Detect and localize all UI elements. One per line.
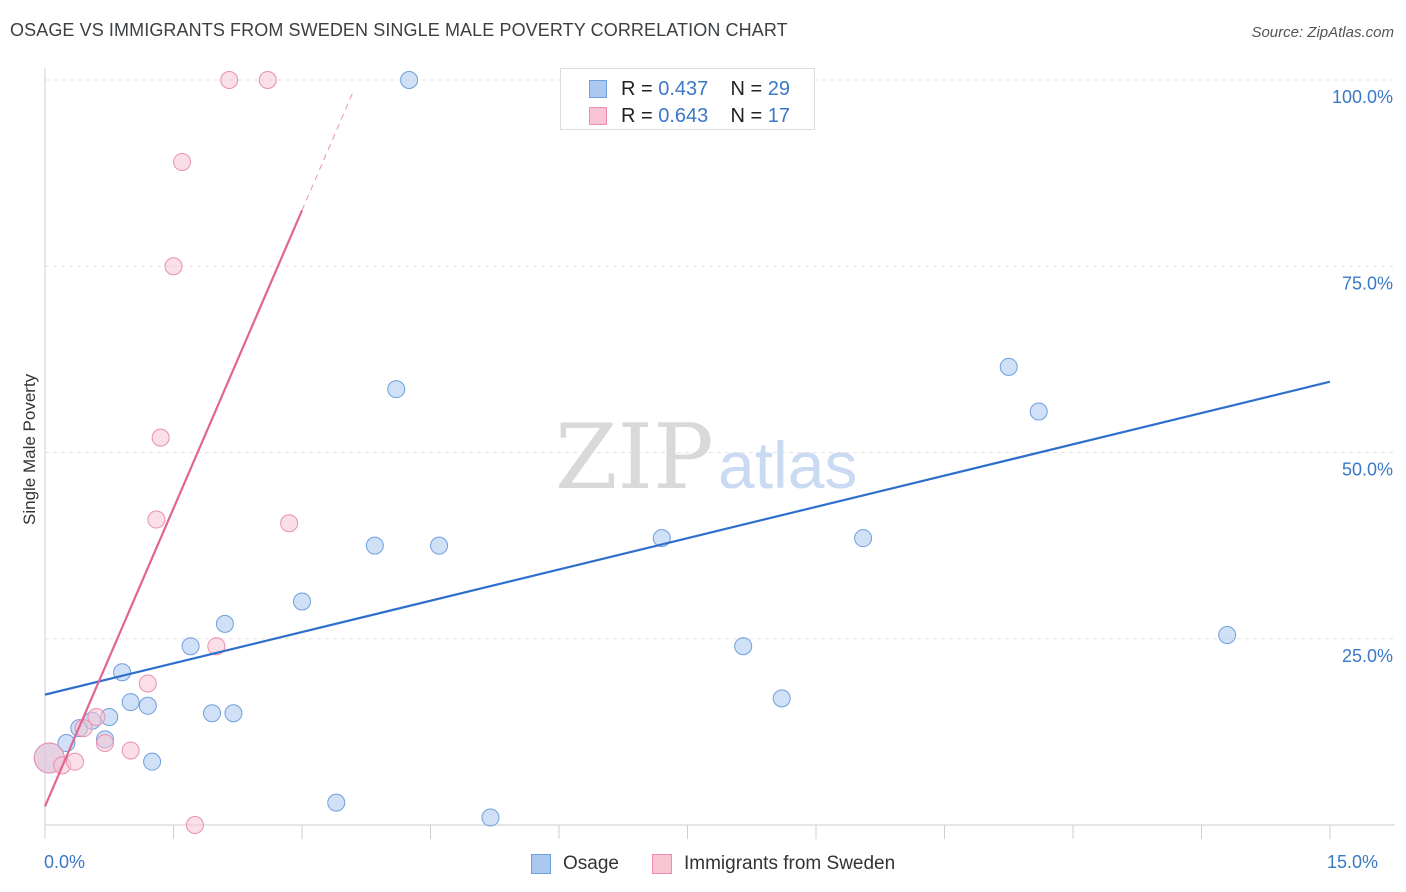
osage-n-label: N =: [730, 78, 763, 100]
legend-osage-label: Osage: [563, 853, 619, 874]
osage-swatch: [589, 80, 607, 98]
sweden-point-8: [147, 510, 166, 529]
axes: [44, 68, 1395, 839]
chart-source: Source: ZipAtlas.com: [1251, 24, 1394, 41]
watermark-zip: ZIP: [555, 405, 714, 510]
osage-point-7: [121, 693, 140, 712]
watermark: ZIP atlas: [555, 405, 857, 510]
sweden-point-16: [258, 71, 277, 89]
sweden-point-14: [220, 71, 239, 89]
y-tick-labels: 100.0% 75.0% 50.0% 25.0%: [1332, 87, 1393, 666]
series-legend: Osage Immigrants from Sweden: [0, 850, 1406, 880]
sweden-trend-line: [43, 209, 304, 807]
watermark-atlas: atlas: [718, 428, 857, 502]
x-tick-min: 0.0%: [44, 852, 86, 872]
osage-point-26: [1029, 402, 1048, 421]
osage-point-23: [772, 689, 791, 708]
y-tick-label-1: 75.0%: [1342, 273, 1393, 293]
chart-title: OSAGE VS IMMIGRANTS FROM SWEDEN SINGLE M…: [10, 20, 788, 40]
sweden-point-2: [65, 752, 84, 771]
osage-r-value: 0.437: [658, 78, 709, 100]
sweden-r-label: R =: [621, 105, 653, 127]
trend-lines: [43, 90, 1331, 807]
osage-point-14: [293, 592, 311, 611]
osage-point-22: [734, 637, 753, 656]
osage-point-24: [854, 529, 873, 548]
osage-point-16: [365, 536, 384, 555]
sweden-stats: R = 0.643 N = 17: [621, 105, 790, 128]
osage-point-8: [138, 696, 157, 715]
x-tick-max: 15.0%: [1327, 852, 1379, 872]
osage-point-28: [400, 71, 419, 89]
osage-point-10: [181, 637, 200, 656]
sweden-n-value: 17: [767, 105, 791, 127]
osage-point-13: [224, 704, 243, 723]
sweden-swatch: [589, 107, 607, 125]
osage-n-value: 29: [767, 78, 791, 100]
sweden-point-6: [121, 741, 140, 760]
sweden-point-11: [173, 152, 192, 171]
osage-trend-line: [44, 380, 1331, 696]
y-tick-label-3: 25.0%: [1342, 646, 1393, 666]
osage-point-12: [215, 614, 234, 633]
sweden-trend-extension: [301, 90, 354, 211]
sweden-point-5: [95, 734, 114, 753]
osage-point-27: [1218, 626, 1237, 645]
stats-legend: R = 0.437 N = 29 R = 0.643 N = 17: [560, 68, 815, 130]
osage-point-18: [430, 536, 449, 555]
sweden-point-7: [138, 674, 157, 693]
osage-point-11: [203, 704, 222, 723]
grid-lines: [45, 79, 1395, 640]
legend-sweden-swatch: [652, 854, 672, 874]
y-tick-label-0: 100.0%: [1332, 87, 1393, 107]
legend-osage-swatch: [531, 854, 551, 874]
osage-r-label: R =: [621, 78, 653, 100]
osage-point-15: [327, 793, 346, 812]
sweden-point-4: [87, 707, 106, 726]
sweden-n-label: N =: [730, 105, 763, 127]
sweden-r-value: 0.643: [658, 105, 709, 127]
osage-point-25: [999, 357, 1018, 376]
legend-sweden-label: Immigrants from Sweden: [684, 853, 896, 874]
osage-stats: R = 0.437 N = 29: [621, 78, 790, 101]
osage-point-17: [387, 380, 406, 399]
osage-point-19: [481, 808, 500, 827]
sweden-point-15: [280, 514, 299, 533]
sweden-point-9: [151, 428, 170, 447]
sweden-point-10: [164, 257, 183, 276]
sweden-point-13: [207, 637, 226, 656]
sweden-point-12: [185, 816, 204, 834]
osage-point-9: [143, 752, 162, 771]
y-tick-label-2: 50.0%: [1342, 460, 1393, 480]
